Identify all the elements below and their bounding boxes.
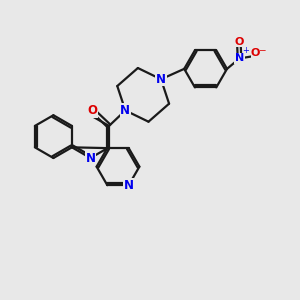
Text: +: + [243,46,250,55]
Text: O: O [251,48,260,58]
Text: O: O [88,104,98,117]
Text: O: O [234,37,244,46]
Text: N: N [156,73,166,86]
Text: N: N [85,152,95,164]
Text: N: N [235,53,244,64]
Text: N: N [124,179,134,192]
Text: −: − [258,45,266,54]
Text: N: N [120,104,130,117]
